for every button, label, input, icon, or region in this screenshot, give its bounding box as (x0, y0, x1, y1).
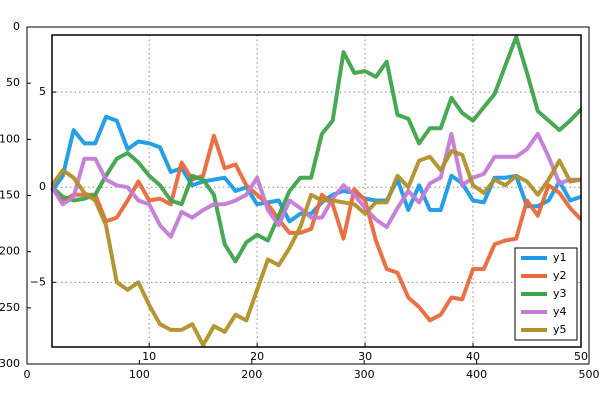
x-tick-label: 0 (24, 368, 31, 381)
x-tick-label: 200 (241, 368, 262, 381)
y-tick-label: 0 (39, 180, 46, 193)
series-line (50, 34, 583, 264)
x-tick-label: 10 (142, 350, 156, 363)
legend-label: y2 (553, 269, 567, 282)
y-tick-label: 5 (39, 85, 46, 98)
legend-label: y1 (553, 251, 567, 264)
legend-label: y5 (553, 323, 567, 336)
y-tick-label: 0 (13, 20, 20, 33)
x-tick-label: 30 (358, 350, 372, 363)
x-tick-label: 500 (579, 368, 600, 381)
legend-label: y3 (553, 287, 567, 300)
plot-frame (51, 34, 582, 348)
y-tick-label: 150 (0, 189, 20, 202)
y-tick-label: 100 (0, 132, 20, 145)
y-tick-label: 300 (0, 357, 20, 370)
series-line (50, 149, 582, 348)
series-line (50, 131, 581, 239)
x-tick-label: 50 (574, 350, 588, 363)
y-tick-label: −5 (30, 275, 46, 288)
x-tick-label: 300 (354, 368, 375, 381)
y-tick-label: 200 (0, 245, 20, 258)
x-tick-label: 20 (250, 350, 264, 363)
x-tick-label: 40 (466, 350, 480, 363)
outer-frame (26, 26, 590, 365)
series-line (50, 133, 583, 323)
legend-label: y4 (553, 305, 567, 318)
x-tick-label: 100 (129, 368, 150, 381)
y-tick-label: 50 (6, 76, 20, 89)
y-tick-label: 250 (0, 301, 20, 314)
x-tick-label: 400 (466, 368, 487, 381)
